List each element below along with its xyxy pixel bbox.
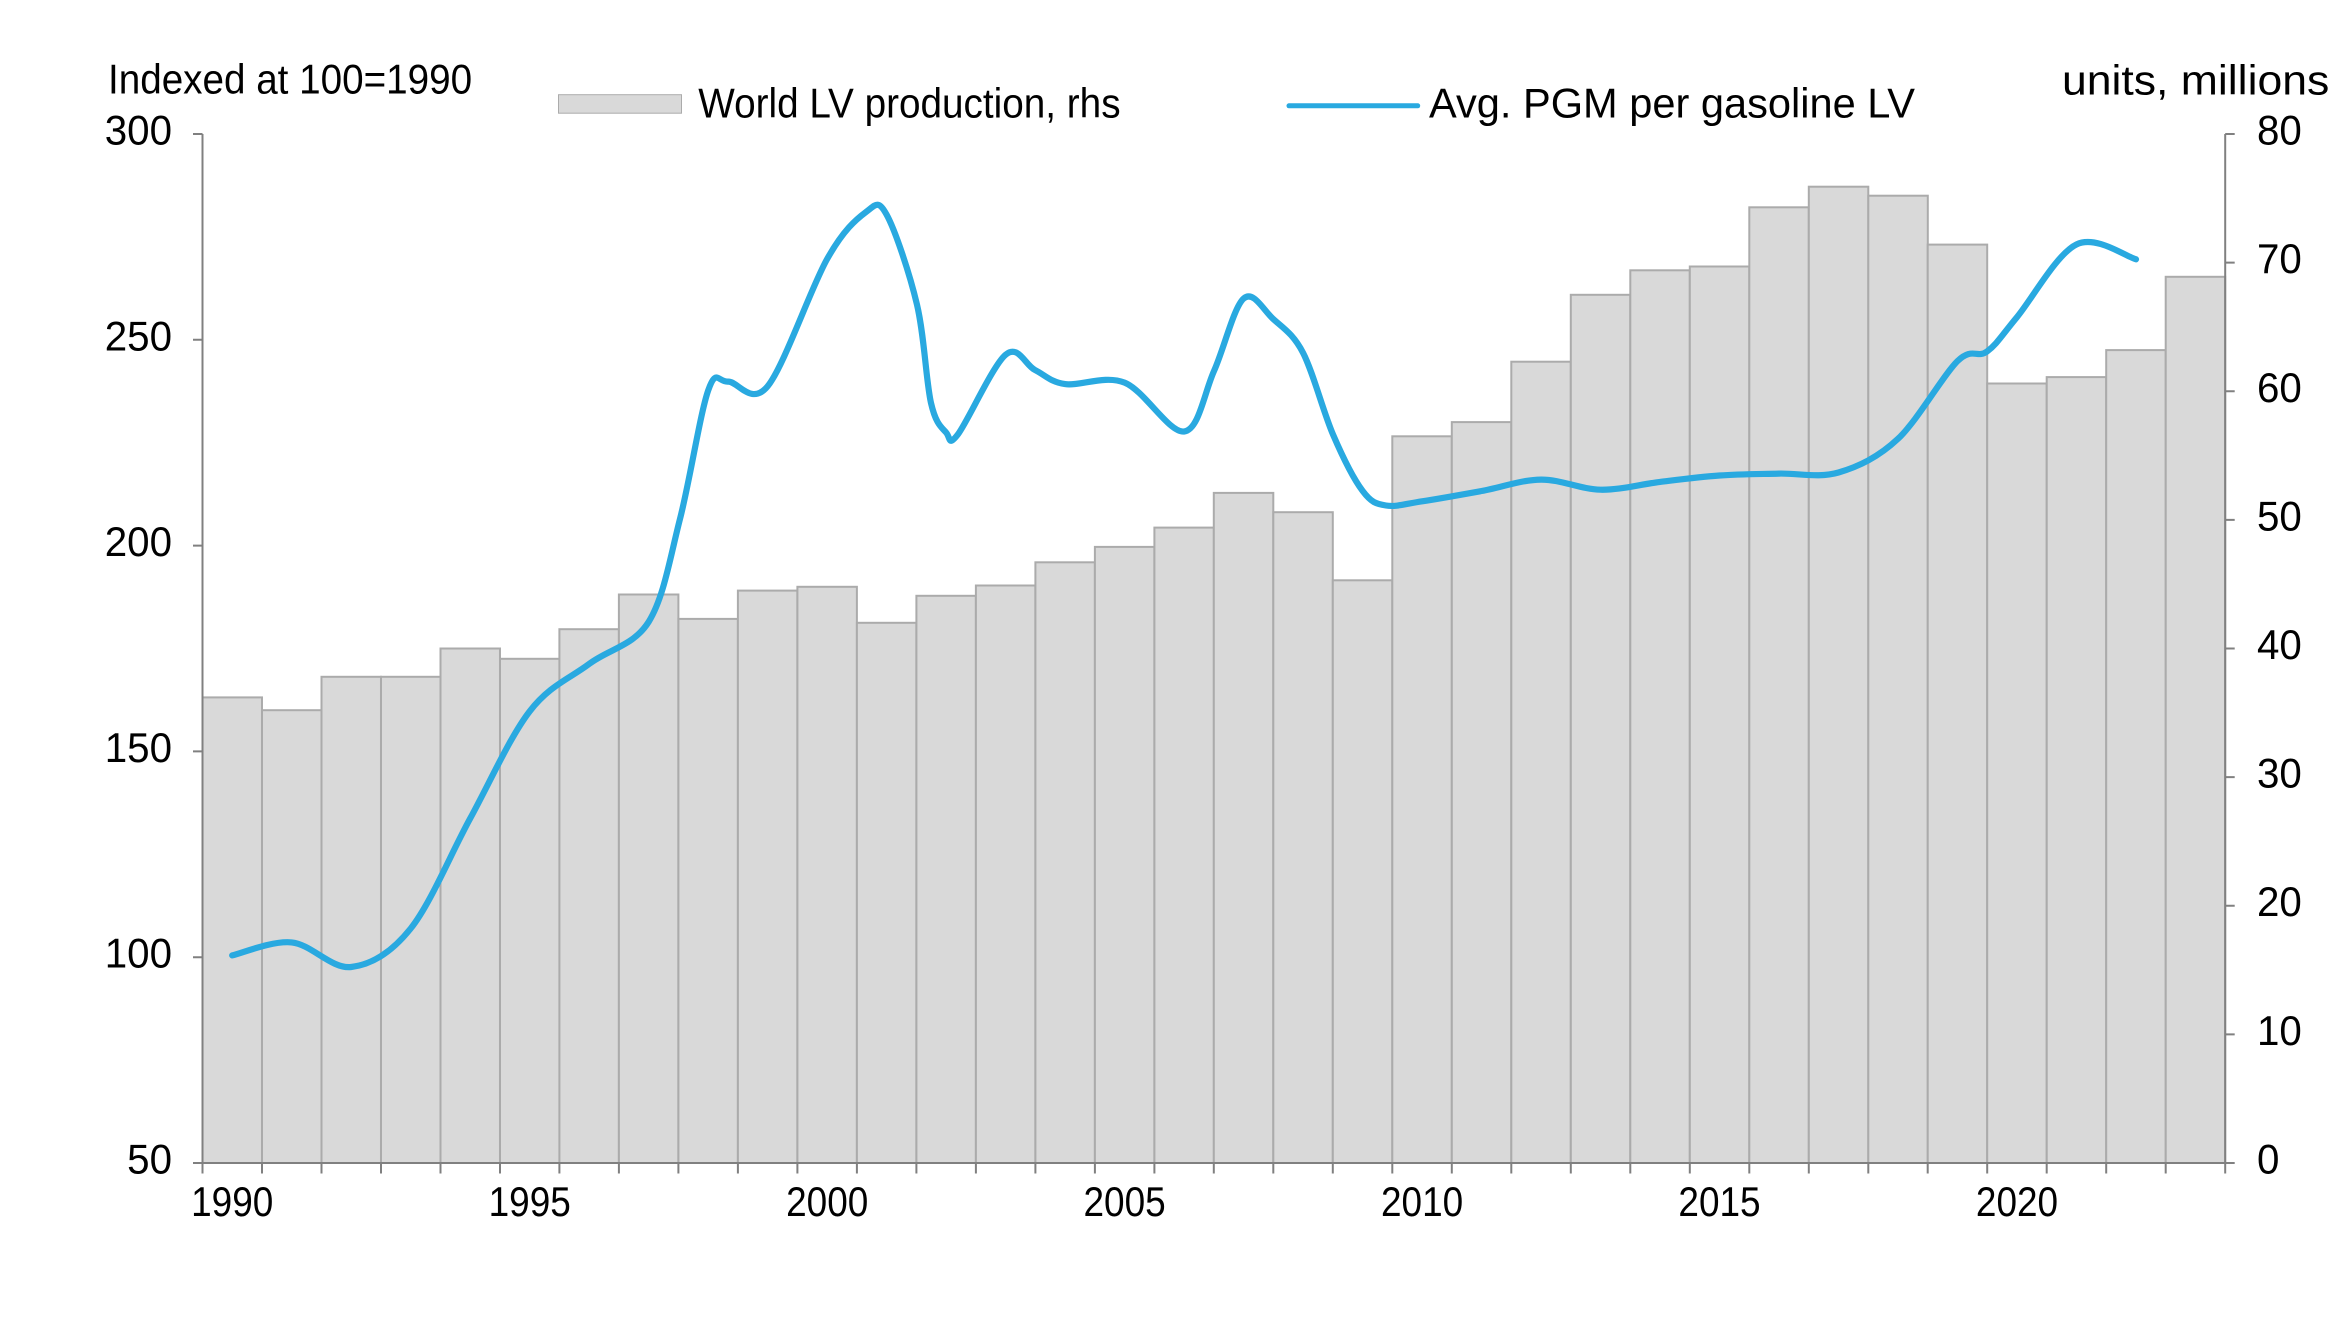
svg-text:50: 50 — [2257, 493, 2302, 540]
svg-text:300: 300 — [105, 107, 172, 154]
svg-text:30: 30 — [2257, 750, 2302, 797]
svg-text:150: 150 — [105, 724, 172, 771]
svg-text:2000: 2000 — [786, 1179, 868, 1226]
svg-text:0: 0 — [2257, 1136, 2279, 1183]
svg-text:200: 200 — [105, 518, 172, 565]
svg-text:Indexed at 100=1990: Indexed at 100=1990 — [108, 55, 472, 103]
svg-text:80: 80 — [2257, 107, 2302, 154]
svg-text:units, millions: units, millions — [2062, 58, 2329, 105]
svg-text:70: 70 — [2257, 235, 2302, 282]
svg-text:2015: 2015 — [1678, 1179, 1760, 1226]
svg-text:40: 40 — [2257, 621, 2302, 668]
svg-text:2020: 2020 — [1976, 1179, 2058, 1226]
svg-text:World LV production, rhs: World LV production, rhs — [698, 79, 1120, 127]
svg-text:20: 20 — [2257, 878, 2302, 925]
svg-text:2005: 2005 — [1083, 1179, 1165, 1226]
svg-text:250: 250 — [105, 313, 172, 360]
svg-text:1990: 1990 — [191, 1179, 273, 1226]
svg-text:Avg. PGM per gasoline LV: Avg. PGM per gasoline LV — [1429, 79, 1915, 126]
svg-text:50: 50 — [127, 1136, 172, 1183]
svg-text:1995: 1995 — [489, 1179, 571, 1226]
svg-text:100: 100 — [105, 930, 172, 977]
svg-text:60: 60 — [2257, 364, 2302, 411]
svg-text:2010: 2010 — [1381, 1179, 1463, 1226]
svg-text:10: 10 — [2257, 1007, 2302, 1054]
